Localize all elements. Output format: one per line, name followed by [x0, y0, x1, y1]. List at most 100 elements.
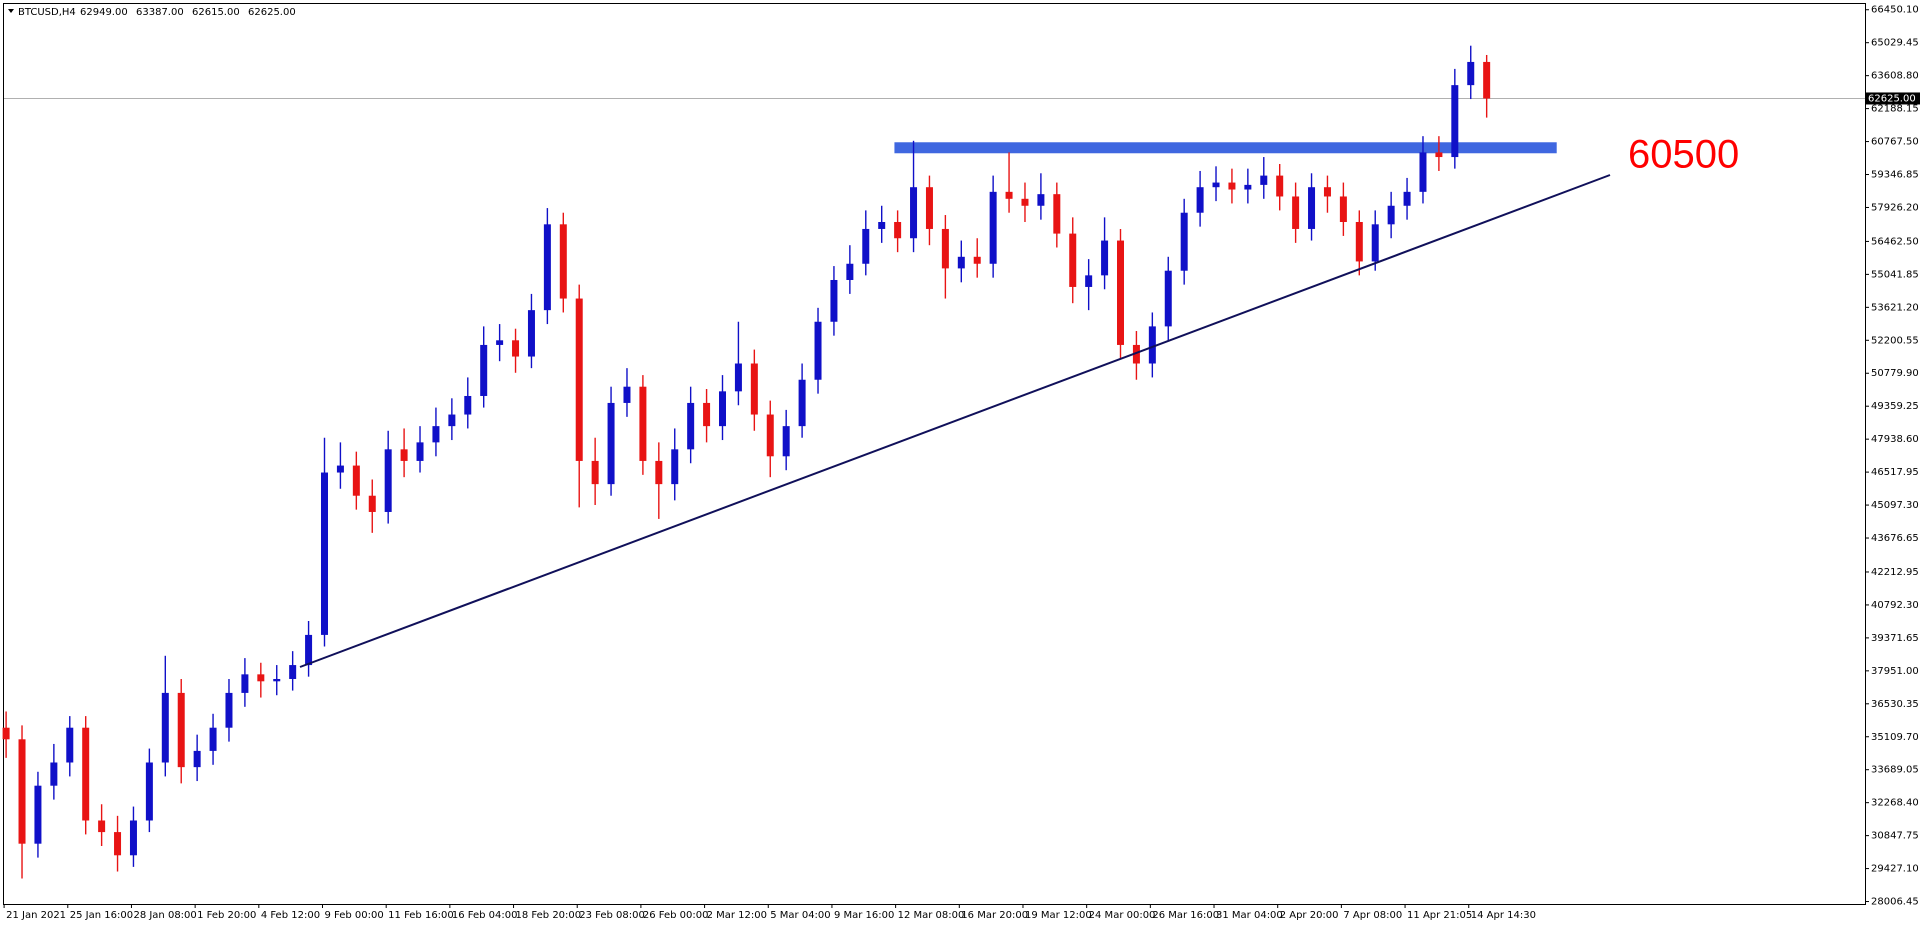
candle-body [193, 750, 201, 768]
candle-body [639, 386, 647, 461]
candle-body [512, 340, 520, 357]
candle-body [798, 379, 806, 427]
candle-body [862, 228, 870, 264]
candle-body [1053, 194, 1061, 234]
candle-body [894, 221, 902, 239]
candle-body [1021, 198, 1029, 206]
candle-body [1467, 61, 1475, 86]
x-tick-label: 24 Mar 00:00 [1089, 910, 1156, 921]
x-tick-label: 9 Feb 00:00 [325, 910, 384, 921]
menu-arrow[interactable] [8, 9, 14, 13]
candle-body [161, 692, 169, 763]
candle-body [766, 414, 774, 457]
y-tick-label: 46517.95 [1871, 467, 1919, 478]
x-tick-label: 19 Mar 12:00 [1025, 910, 1092, 921]
candle-body [1212, 182, 1220, 188]
x-tick-label: 21 Jan 2021 [6, 910, 66, 921]
candle-body [225, 692, 233, 728]
candle-body [1164, 270, 1172, 327]
y-tick-label: 59346.85 [1871, 170, 1919, 181]
candle-body [1037, 194, 1045, 206]
y-tick-label: 35109.70 [1871, 732, 1919, 743]
candle-body [1387, 205, 1395, 225]
y-tick-label: 30847.75 [1871, 831, 1919, 842]
candle-body [1180, 212, 1188, 271]
candle-body [607, 402, 615, 485]
candle-body [1451, 85, 1459, 158]
candle-body [289, 665, 297, 679]
y-tick-label: 43676.65 [1871, 533, 1919, 544]
y-tick-label: 32268.40 [1871, 798, 1919, 809]
candle-body [1292, 196, 1300, 229]
y-tick-label: 33689.05 [1871, 765, 1919, 776]
candle-body [209, 727, 217, 751]
candle-body [559, 224, 567, 299]
x-tick-label: 12 Mar 08:00 [898, 910, 965, 921]
candle-body [1403, 191, 1411, 206]
candle-body [129, 820, 137, 856]
y-tick-label: 39371.65 [1871, 633, 1919, 644]
candle-body [878, 221, 886, 229]
x-tick-label: 16 Mar 20:00 [961, 910, 1028, 921]
candle-body [941, 228, 949, 269]
y-tick-label: 29427.10 [1871, 864, 1919, 875]
candle-body [719, 391, 726, 427]
y-tick-label: 45097.30 [1871, 500, 1919, 511]
candle-body [18, 739, 26, 844]
candle-body [114, 832, 122, 856]
candle-body [1339, 196, 1347, 222]
quote-value: 62615.00 [192, 7, 240, 18]
candle-body [416, 442, 424, 461]
symbol: BTCUSD,H4 [18, 7, 76, 18]
x-tick-label: 2 Mar 12:00 [707, 910, 767, 921]
y-tick-label: 47938.60 [1871, 434, 1919, 445]
candle-body [305, 634, 313, 666]
candle-body [1085, 275, 1093, 287]
candle-body [1276, 175, 1284, 197]
candle-body [1244, 184, 1252, 190]
candle-body [703, 402, 711, 427]
y-tick-label: 62188.15 [1871, 104, 1919, 115]
candle-body [623, 386, 631, 403]
candle-body [1371, 224, 1379, 262]
candle-body [957, 256, 965, 269]
y-tick-label: 65029.45 [1871, 38, 1919, 49]
y-tick-label: 28006.45 [1871, 897, 1919, 908]
candle-body [814, 321, 822, 380]
candle-body [50, 762, 58, 786]
candle-body [480, 344, 488, 396]
x-tick-label: 7 Apr 08:00 [1343, 910, 1402, 921]
candle-body [400, 449, 408, 461]
candle-body [432, 426, 440, 443]
candle-body [336, 465, 344, 473]
candle-body [257, 674, 265, 682]
candle-body [1069, 233, 1077, 287]
quote-value: 62625.00 [248, 7, 296, 18]
candle-body [368, 495, 376, 512]
x-tick-label: 1 Feb 20:00 [197, 910, 256, 921]
x-tick-label: 31 Mar 04:00 [1216, 910, 1283, 921]
x-tick-label: 11 Feb 16:00 [388, 910, 454, 921]
candle-body [750, 363, 758, 415]
y-tick-label: 63608.80 [1871, 71, 1919, 82]
resistance-label: 60500 [1628, 133, 1739, 177]
trendline [299, 174, 1611, 668]
candle-body [496, 340, 504, 345]
candle-body [910, 187, 918, 239]
candle-body [973, 256, 981, 264]
candle-body [1355, 221, 1363, 262]
candle-body [2, 727, 10, 740]
y-tick-label: 55041.85 [1871, 269, 1919, 280]
y-tick-label: 50779.90 [1871, 368, 1919, 379]
candle-body [925, 187, 933, 229]
candle-body [830, 279, 838, 322]
y-tick-label: 40792.30 [1871, 600, 1919, 611]
candle-body [1308, 187, 1316, 229]
candle-body [1101, 240, 1109, 276]
y-tick-label: 66450.10 [1871, 5, 1919, 16]
candle-body [1132, 344, 1140, 364]
x-tick-label: 23 Feb 08:00 [579, 910, 645, 921]
candle-body [575, 298, 583, 461]
x-tick-label: 4 Feb 12:00 [261, 910, 320, 921]
